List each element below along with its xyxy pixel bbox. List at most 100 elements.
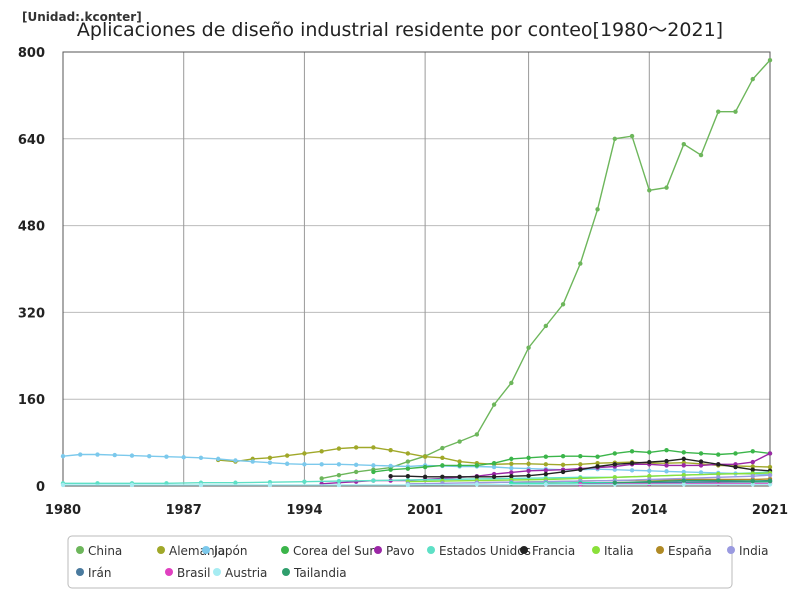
data-point xyxy=(474,432,480,437)
legend-marker xyxy=(165,568,173,576)
data-point xyxy=(526,461,531,466)
data-point xyxy=(336,482,342,488)
data-point xyxy=(681,463,686,468)
data-point xyxy=(543,462,549,467)
legend-item[interactable]: Irán xyxy=(76,566,111,580)
data-point xyxy=(388,474,393,479)
data-point xyxy=(491,461,497,466)
legend-item[interactable]: Japón xyxy=(202,544,247,558)
data-point xyxy=(664,185,669,190)
y-tick-label: 0 xyxy=(36,480,45,495)
data-point xyxy=(198,482,204,488)
legend-marker xyxy=(157,546,165,554)
data-point xyxy=(698,152,704,158)
data-point xyxy=(509,456,514,462)
data-point xyxy=(698,459,704,464)
legend-label: Irán xyxy=(88,566,111,580)
data-point xyxy=(319,476,324,481)
data-point xyxy=(509,461,514,466)
legend-item[interactable]: Corea del Sur xyxy=(281,544,374,558)
data-point xyxy=(60,453,66,459)
data-point xyxy=(336,478,342,484)
data-point xyxy=(457,459,462,464)
legend-item[interactable]: Francia xyxy=(520,544,575,558)
data-point xyxy=(681,456,686,462)
data-point xyxy=(422,454,428,459)
data-point xyxy=(578,261,583,266)
data-point xyxy=(612,462,618,467)
data-point xyxy=(629,133,635,139)
axes xyxy=(62,51,771,487)
legend-item[interactable]: Austria xyxy=(213,566,267,580)
data-point xyxy=(750,467,755,472)
data-point xyxy=(302,479,307,484)
data-point xyxy=(422,464,428,470)
legend-item[interactable]: India xyxy=(727,544,768,558)
legend-item[interactable]: Pavo xyxy=(374,544,415,558)
data-point xyxy=(457,474,462,479)
y-tick-label: 320 xyxy=(18,306,45,321)
data-point xyxy=(647,468,652,474)
x-tick-labels: 1980 1987 1994 2001 2007 2014 2021 xyxy=(45,503,788,518)
legend-label: Tailandia xyxy=(293,566,347,580)
data-point xyxy=(60,482,66,488)
data-point xyxy=(612,475,618,480)
data-point xyxy=(698,470,704,475)
data-point xyxy=(405,451,411,456)
data-point xyxy=(302,462,307,467)
series-6 xyxy=(388,456,773,479)
data-point xyxy=(78,452,83,457)
legend-label: Corea del Sur xyxy=(293,544,374,558)
data-point xyxy=(353,445,359,450)
legend-item[interactable]: Italia xyxy=(592,544,634,558)
data-point xyxy=(733,109,738,114)
legend-marker xyxy=(282,568,290,576)
data-point xyxy=(560,453,566,459)
data-point xyxy=(681,450,686,455)
data-point xyxy=(336,462,342,467)
legend-item[interactable]: Estados Unidos xyxy=(427,544,531,558)
data-point xyxy=(647,450,652,455)
data-point xyxy=(405,459,411,464)
legend-label: China xyxy=(88,544,122,558)
x-tick-label: 2007 xyxy=(510,503,546,518)
data-point xyxy=(319,462,324,467)
legend-label: Pavo xyxy=(386,544,415,558)
data-point xyxy=(767,464,773,470)
data-point xyxy=(388,447,393,453)
legend-label: España xyxy=(668,544,712,558)
legend-item[interactable]: España xyxy=(656,544,712,558)
data-point xyxy=(526,345,531,350)
data-point xyxy=(302,451,307,456)
legend-item[interactable]: Tailandia xyxy=(282,566,347,580)
series-line xyxy=(63,483,770,486)
data-point xyxy=(491,474,497,479)
data-point xyxy=(526,455,531,460)
data-point xyxy=(716,478,721,483)
legend-item[interactable]: China xyxy=(76,544,122,558)
data-point xyxy=(129,453,135,458)
data-point xyxy=(664,447,669,453)
legend-label: Italia xyxy=(604,544,634,558)
series-line xyxy=(62,453,771,476)
data-point xyxy=(647,479,652,484)
data-point xyxy=(612,480,618,485)
legend-label: Brasil xyxy=(177,566,210,580)
legend-item[interactable]: Alemania xyxy=(157,544,225,558)
series-line xyxy=(373,449,771,473)
unit-label: [Unidad:.kconter] xyxy=(22,10,142,24)
data-point xyxy=(698,451,704,456)
data-point xyxy=(698,463,704,468)
legend-label: Alemania xyxy=(169,544,225,558)
y-tick-labels: 0 160 320 480 640 800 xyxy=(18,46,45,495)
data-point xyxy=(405,482,411,488)
legend-marker xyxy=(76,568,84,576)
data-point xyxy=(543,323,549,329)
data-point xyxy=(267,455,273,460)
legend-label: Japón xyxy=(213,544,247,558)
data-point xyxy=(664,463,669,468)
series-line xyxy=(321,59,771,480)
data-point xyxy=(629,449,635,454)
data-point xyxy=(164,454,169,459)
legend-item[interactable]: Brasil xyxy=(165,566,210,580)
